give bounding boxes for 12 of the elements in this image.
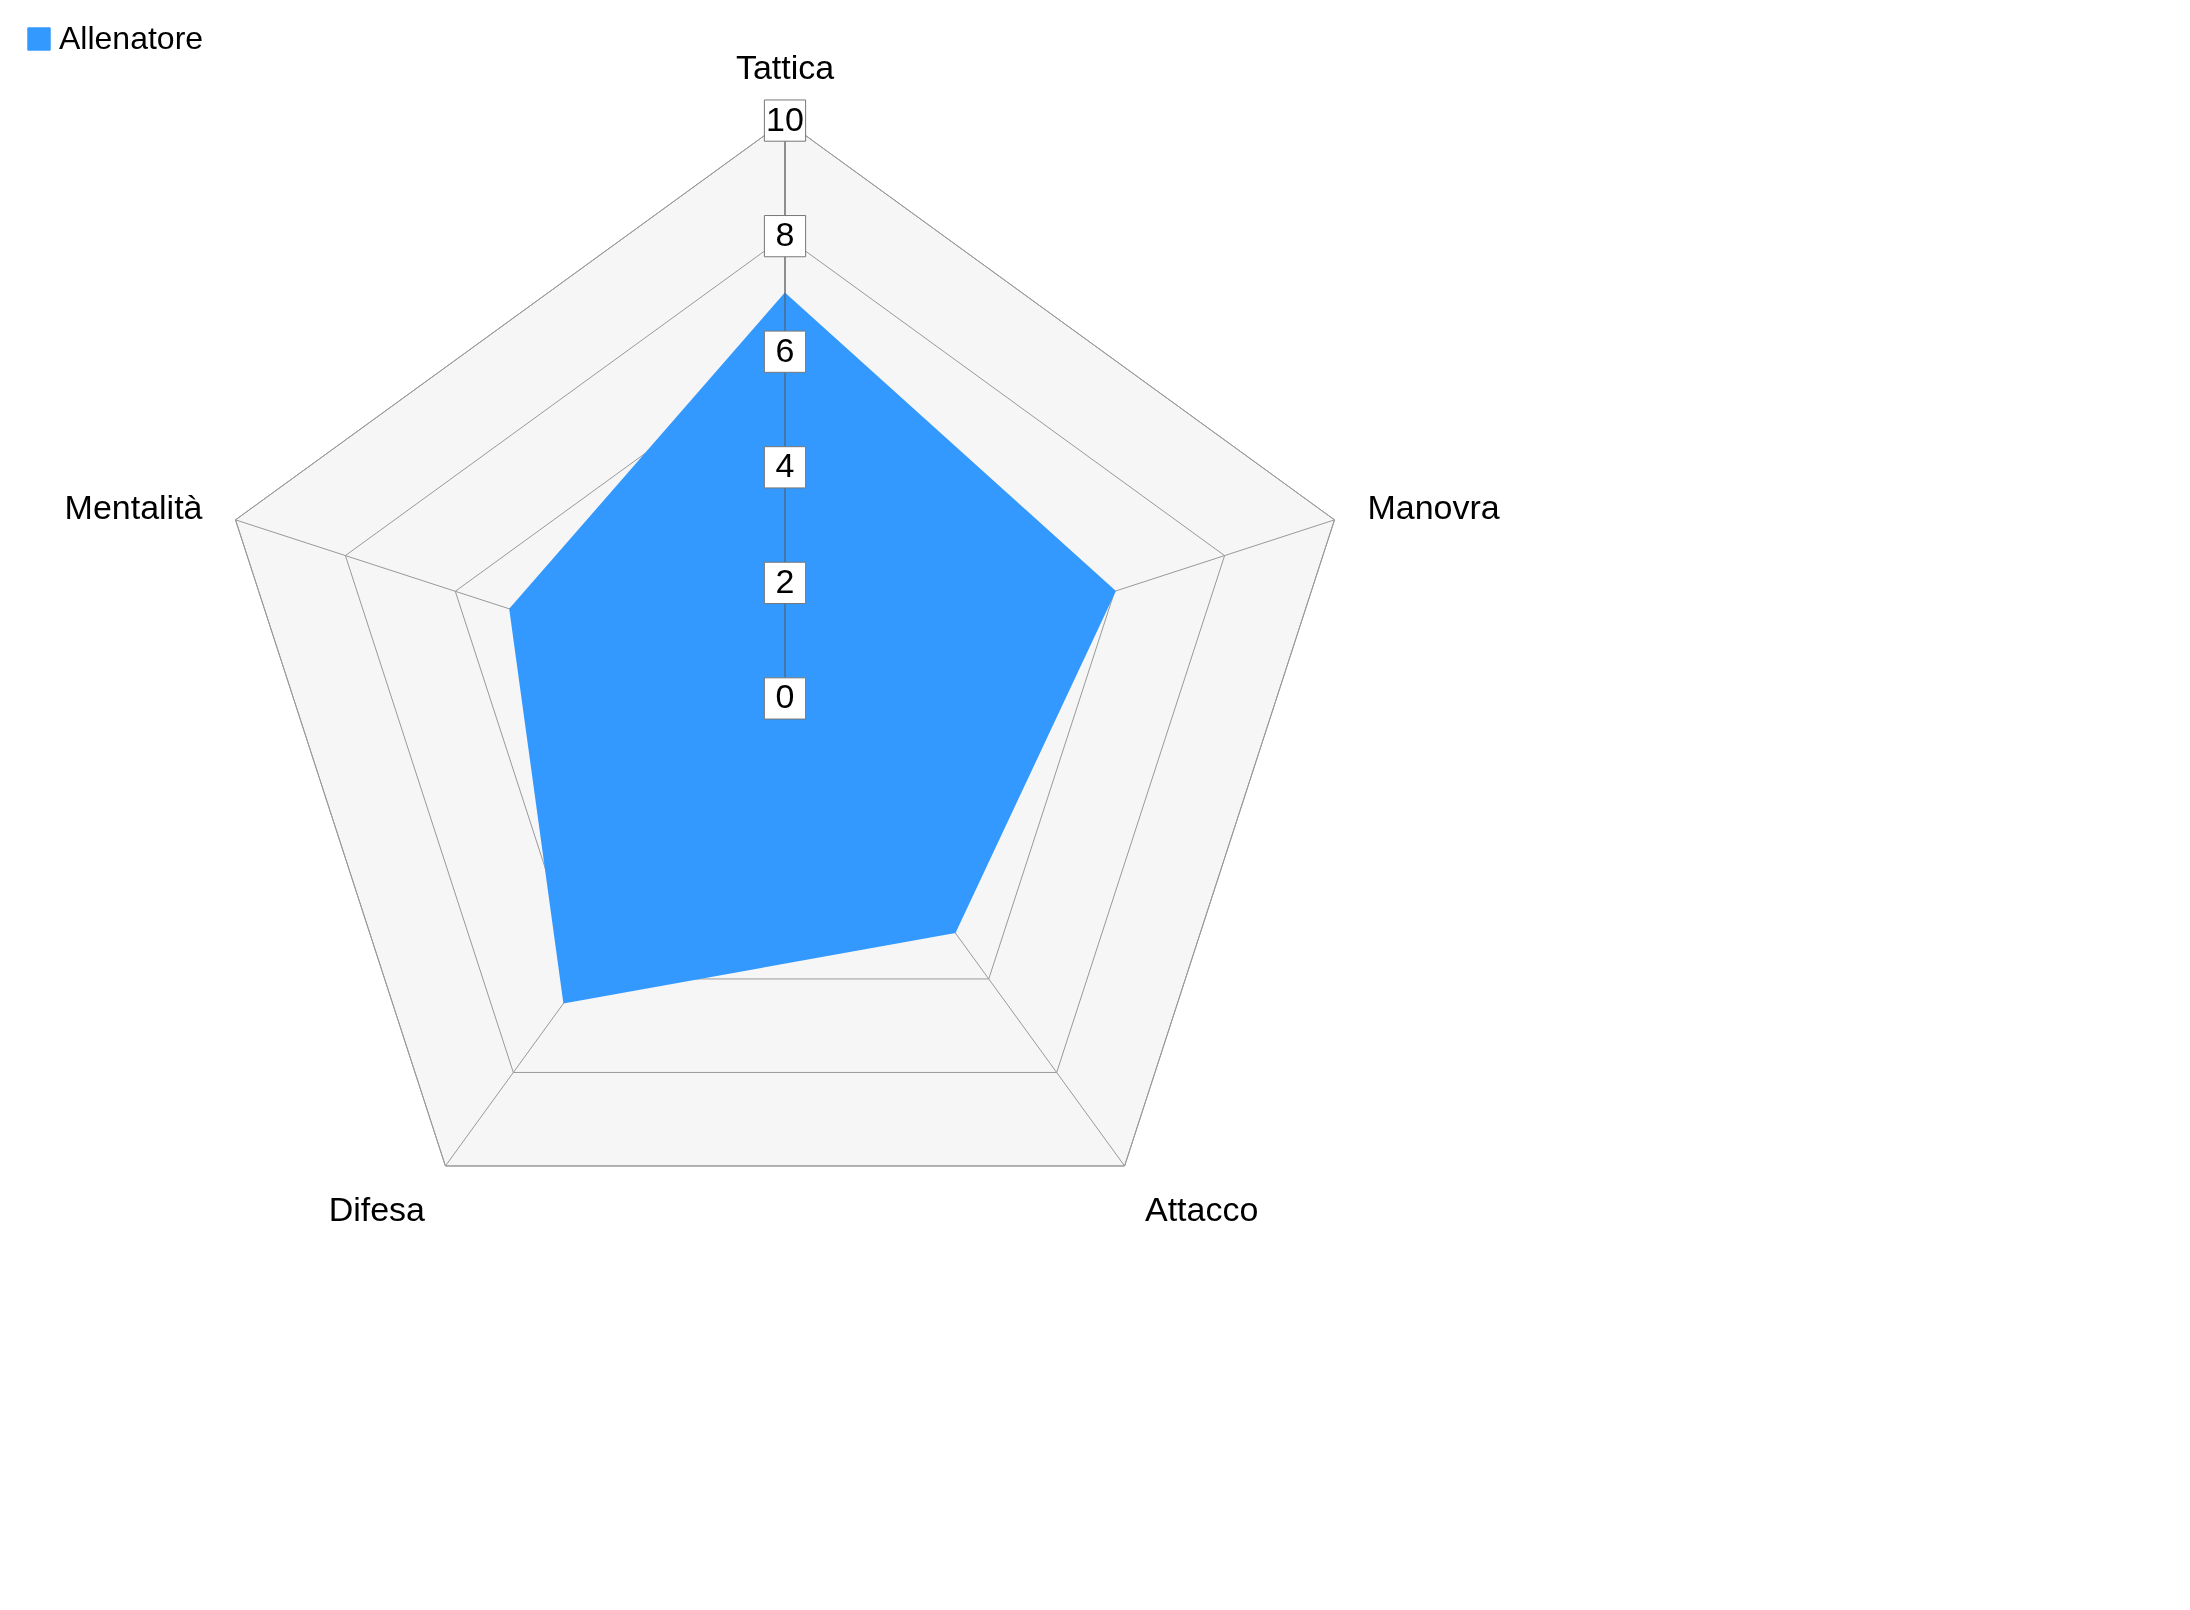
- y-tick-label: 0: [775, 677, 795, 716]
- spoke-label: Manovra: [1367, 488, 1500, 527]
- spoke-label: Mentalità: [64, 488, 203, 527]
- y-tick-label: 8: [775, 215, 795, 254]
- y-tick-label: 2: [775, 561, 795, 600]
- spoke-label: Tattica: [735, 47, 835, 86]
- legend-label: Allenatore: [59, 20, 204, 56]
- spoke-label: Difesa: [328, 1190, 426, 1229]
- y-tick-label: 10: [766, 99, 804, 138]
- spoke-label: Attacco: [1144, 1190, 1259, 1229]
- y-tick-label: 4: [775, 446, 795, 485]
- y-tick-label: 6: [775, 330, 795, 369]
